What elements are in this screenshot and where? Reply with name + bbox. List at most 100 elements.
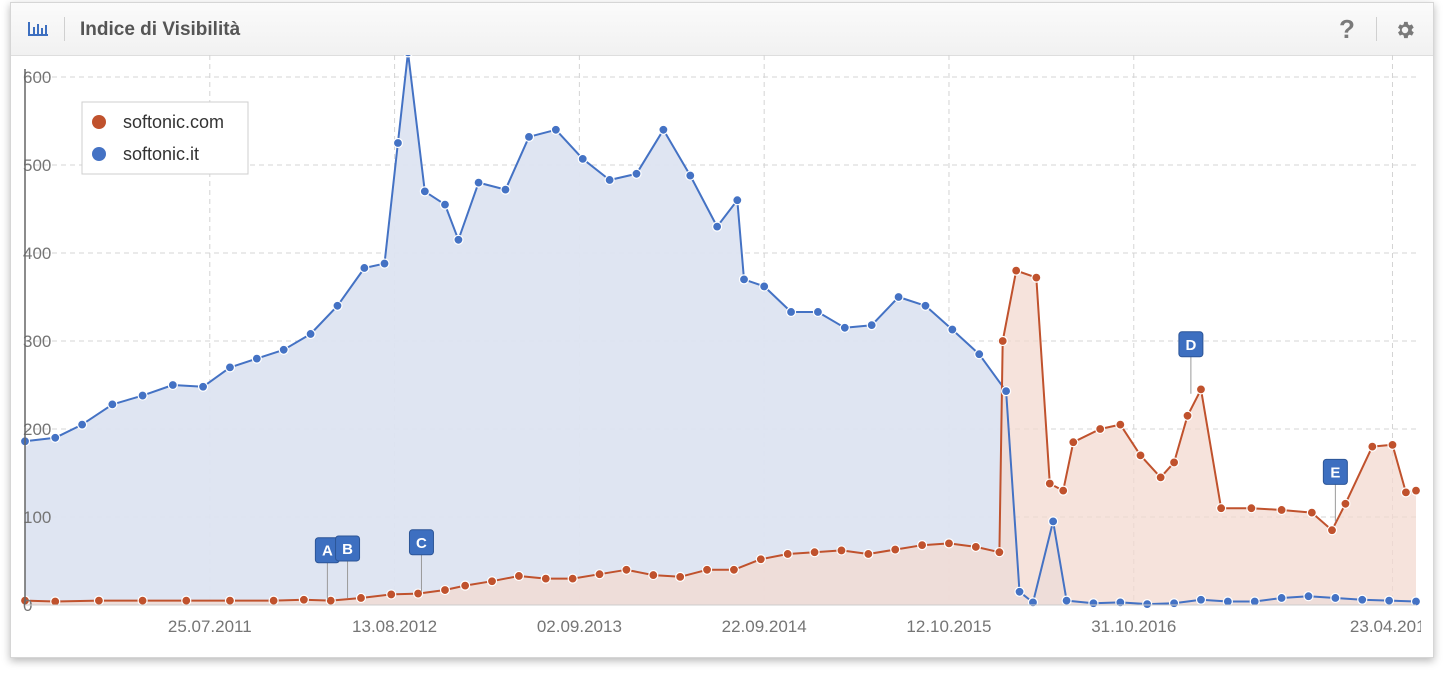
data-point-softonic-it — [1168, 598, 1180, 609]
data-point-softonic-it — [712, 221, 723, 232]
series-areas — [25, 55, 1416, 605]
data-point-softonic-com — [1115, 419, 1126, 430]
y-tick-label: 200 — [23, 420, 51, 439]
data-point-softonic-com — [460, 580, 471, 591]
data-point-softonic-it — [523, 131, 535, 142]
data-point-softonic-com — [782, 548, 793, 560]
header-divider — [64, 17, 65, 41]
data-point-softonic-com — [943, 538, 955, 549]
data-point-softonic-it — [439, 199, 451, 210]
data-point-softonic-com — [701, 564, 713, 575]
data-point-softonic-it — [305, 328, 316, 340]
data-point-softonic-it — [107, 399, 118, 410]
data-point-softonic-com — [1276, 504, 1287, 516]
question-mark-icon[interactable]: ? — [1339, 14, 1355, 44]
data-point-softonic-it — [1410, 596, 1421, 607]
data-point-softonic-com — [890, 544, 901, 555]
data-point-softonic-com — [675, 571, 686, 582]
data-point-softonic-com — [50, 596, 61, 607]
x-tick-label: 13.08.2012 — [352, 617, 437, 636]
data-point-softonic-it — [1357, 594, 1368, 605]
data-point-softonic-it — [685, 170, 696, 181]
data-point-softonic-it — [403, 55, 413, 58]
legend-label-softonic-com[interactable]: softonic.com — [123, 112, 224, 132]
y-tick-label: 500 — [23, 156, 51, 175]
data-point-softonic-it — [812, 306, 824, 318]
data-point-softonic-it — [77, 419, 88, 430]
data-point-softonic-it — [732, 195, 743, 206]
data-point-softonic-com — [1031, 272, 1042, 283]
legend-marker-softonic-it — [92, 147, 106, 161]
data-point-softonic-com — [1011, 265, 1022, 276]
flag-marker — [335, 535, 361, 562]
header-divider-right — [1376, 17, 1377, 41]
flag-label: A — [322, 543, 333, 560]
data-point-softonic-it — [379, 258, 390, 269]
legend-label-softonic-it[interactable]: softonic.it — [123, 144, 199, 164]
data-point-softonic-it — [1249, 596, 1260, 607]
bar-chart-icon[interactable] — [27, 20, 49, 38]
y-tick-label: 400 — [23, 244, 51, 263]
data-point-softonic-it — [1088, 598, 1099, 609]
data-point-softonic-com — [386, 589, 397, 600]
y-tick-label: 600 — [23, 68, 51, 87]
y-tick-label: 100 — [23, 508, 51, 527]
data-point-softonic-com — [1168, 457, 1180, 468]
data-point-softonic-com — [594, 569, 605, 580]
data-point-softonic-com — [1387, 439, 1398, 450]
data-point-softonic-it — [1000, 386, 1012, 397]
data-point-softonic-com — [567, 573, 578, 584]
x-tick-label: 22.09.2014 — [722, 617, 807, 636]
data-point-softonic-it — [278, 344, 289, 355]
data-point-softonic-com — [1182, 410, 1193, 421]
data-point-softonic-it — [866, 320, 877, 331]
data-point-softonic-it — [1115, 597, 1126, 608]
data-point-softonic-com — [809, 547, 820, 558]
data-point-softonic-com — [863, 548, 874, 560]
data-point-softonic-com — [648, 569, 659, 581]
data-point-softonic-com — [1068, 437, 1079, 448]
data-point-softonic-com — [1216, 503, 1227, 514]
data-point-softonic-com — [1135, 450, 1146, 461]
data-point-softonic-it — [137, 390, 148, 401]
x-tick-label: 31.10.2016 — [1091, 617, 1176, 636]
data-point-softonic-com — [93, 595, 105, 606]
data-point-softonic-com — [224, 595, 236, 606]
data-point-softonic-it — [1027, 597, 1039, 608]
data-point-softonic-com — [413, 588, 424, 599]
data-point-softonic-com — [836, 545, 847, 556]
x-tick-label: 23.04.2018 — [1350, 617, 1421, 636]
data-point-softonic-com — [298, 594, 309, 605]
flag-label: C — [416, 535, 427, 552]
data-point-softonic-com — [1410, 485, 1421, 496]
data-point-softonic-it — [920, 300, 931, 311]
data-point-softonic-it — [1195, 594, 1207, 605]
data-point-softonic-it — [974, 349, 985, 360]
data-point-softonic-it — [500, 184, 511, 195]
flag-marker — [1322, 458, 1348, 485]
data-point-softonic-com — [755, 554, 766, 565]
data-point-softonic-it — [759, 281, 770, 292]
flag-marker — [408, 529, 434, 556]
data-point-softonic-it — [738, 274, 750, 285]
data-point-softonic-com — [1155, 472, 1166, 483]
data-point-softonic-com — [513, 570, 525, 582]
data-point-softonic-com — [1058, 485, 1069, 496]
legend-box — [81, 101, 249, 175]
data-point-softonic-it — [785, 306, 797, 318]
data-point-softonic-com — [1400, 487, 1412, 498]
line-softonic-it — [24, 55, 1417, 606]
data-point-softonic-com — [916, 540, 928, 551]
data-point-softonic-it — [947, 324, 958, 335]
panel-header: Indice di Visibilità ? — [11, 3, 1433, 56]
flag-label: E — [1330, 464, 1340, 481]
data-point-softonic-com — [137, 595, 148, 606]
data-point-softonic-it — [893, 291, 904, 303]
data-point-softonic-it — [473, 177, 484, 188]
data-point-softonic-com — [355, 592, 367, 604]
y-tick-label: 300 — [23, 332, 51, 351]
gear-icon[interactable] — [1394, 19, 1416, 41]
data-point-softonic-it — [577, 153, 588, 164]
flag-marker — [1178, 331, 1204, 358]
